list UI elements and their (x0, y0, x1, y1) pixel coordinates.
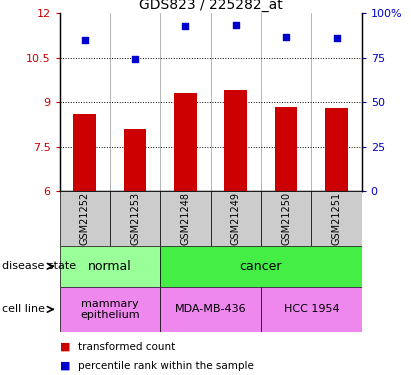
Text: ■: ■ (60, 342, 74, 352)
Bar (174, 93, 197, 191)
Title: GDS823 / 225282_at: GDS823 / 225282_at (139, 0, 282, 12)
Point (333, 35, 340, 41)
Bar (325, 108, 348, 191)
Text: GSM21250: GSM21250 (281, 192, 291, 245)
Bar (60, 287, 160, 332)
Bar (160, 191, 210, 246)
Point (132, 56, 139, 62)
Bar (312, 191, 362, 246)
Text: MDA-MB-436: MDA-MB-436 (175, 304, 247, 314)
Text: cell line: cell line (2, 304, 45, 314)
Text: percentile rank within the sample: percentile rank within the sample (78, 361, 254, 370)
Bar (74, 114, 96, 191)
Text: GSM21253: GSM21253 (130, 192, 140, 245)
Text: ■: ■ (60, 361, 74, 370)
Bar (124, 129, 146, 191)
Text: GSM21248: GSM21248 (180, 192, 190, 245)
Bar (160, 246, 362, 287)
Bar (261, 287, 362, 332)
Text: GSM21252: GSM21252 (80, 192, 90, 245)
Text: mammary
epithelium: mammary epithelium (80, 298, 140, 320)
Point (283, 34, 289, 40)
Point (81, 37, 88, 43)
Point (233, 22, 239, 28)
Text: transformed count: transformed count (78, 342, 175, 352)
Bar (275, 106, 298, 191)
Point (182, 24, 189, 30)
Bar (210, 191, 261, 246)
Bar (60, 246, 160, 287)
Text: GSM21249: GSM21249 (231, 192, 241, 245)
Text: cancer: cancer (240, 260, 282, 273)
Text: disease state: disease state (2, 261, 76, 271)
Text: HCC 1954: HCC 1954 (284, 304, 339, 314)
Bar (110, 191, 160, 246)
Text: GSM21251: GSM21251 (332, 192, 342, 245)
Bar (224, 90, 247, 191)
Bar (160, 287, 261, 332)
Text: normal: normal (88, 260, 132, 273)
Bar (60, 191, 110, 246)
Bar (261, 191, 312, 246)
